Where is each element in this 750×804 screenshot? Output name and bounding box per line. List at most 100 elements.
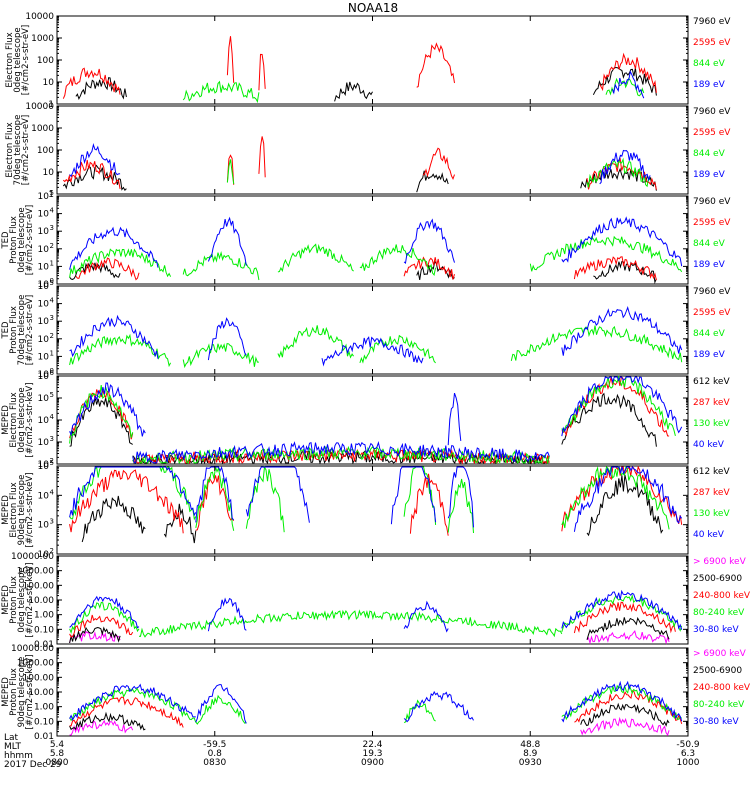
y-tick-label: 10 — [38, 521, 50, 531]
series-blue — [69, 382, 146, 437]
y-tick-label: 1000.00 — [17, 567, 54, 577]
legend-label: 80-240 keV — [693, 608, 745, 618]
legend-label: 7960 eV — [693, 17, 731, 27]
y-axis-label: [#/cm2-s-str-eV] — [21, 25, 31, 95]
y-tick-exponent: 4 — [50, 207, 55, 215]
series-black — [75, 77, 127, 100]
series-green — [69, 465, 197, 521]
legend-label: 130 keV — [693, 509, 730, 519]
series-black — [580, 702, 670, 727]
legend-label: 844 eV — [693, 149, 726, 159]
series-green — [561, 683, 683, 721]
x-tick-hhmm: 0900 — [361, 758, 384, 768]
y-axis-label: 0deg telescope — [13, 27, 23, 92]
x-tick-mlt: 6.3 — [681, 749, 695, 759]
y-tick-exponent: 5 — [50, 189, 54, 197]
series-black — [62, 164, 127, 192]
y-axis-label: [#/cm2-s-str-eV] — [25, 205, 35, 275]
series-blue — [69, 466, 197, 518]
series-blue — [245, 466, 310, 523]
y-tick-label: 10000.00 — [11, 552, 54, 562]
y-tick-label: 10.00 — [28, 596, 54, 606]
series-black — [586, 616, 670, 640]
y-tick-exponent: 2 — [50, 332, 54, 340]
series-black — [69, 711, 146, 731]
x-tick-lat: 5.4 — [50, 740, 65, 750]
y-tick-exponent: 2 — [50, 457, 54, 465]
y-tick-label: 10 — [38, 227, 50, 237]
series-green — [561, 594, 683, 632]
series-magenta — [580, 716, 670, 737]
y-axis-label: Proton Flux — [9, 576, 19, 624]
legend-label: 7960 eV — [693, 287, 731, 297]
y-axis-label: 70deg telescope — [17, 295, 27, 366]
legend-label: 189 eV — [693, 170, 726, 180]
x-tick-hhmm: 0930 — [519, 758, 542, 768]
series-blue — [195, 684, 247, 724]
y-tick-exponent: 5 — [50, 459, 54, 467]
x-tick-mlt: 0.8 — [208, 749, 223, 759]
y-axis-label: MEPED — [1, 495, 11, 525]
series-black — [592, 66, 657, 96]
series-green — [277, 243, 354, 273]
series-green — [561, 465, 670, 530]
legend-label: 844 eV — [693, 239, 726, 249]
y-axis-label: Proton Flux — [9, 306, 19, 354]
series-red — [561, 376, 670, 437]
y-axis-label: TED — [1, 321, 11, 340]
series-green — [69, 687, 197, 723]
series-blue — [69, 595, 140, 629]
series-green — [138, 609, 563, 638]
y-axis-label: TED — [1, 231, 11, 250]
y-axis-label: [#/cm2-s-str-eV] — [25, 295, 35, 365]
legend-label: > 6900 keV — [693, 649, 747, 659]
y-tick-label: 10 — [38, 317, 50, 327]
y-axis-label: [#/cm2-s-str-keV] — [25, 473, 35, 548]
panel-frame — [56, 375, 689, 465]
series-red — [599, 52, 657, 93]
series-blue — [207, 216, 247, 266]
series-red — [422, 147, 455, 181]
y-axis-label: MEPED — [1, 405, 11, 435]
y-axis-label: Electron Flux — [5, 122, 15, 177]
y-tick-label: 10 — [38, 491, 50, 501]
legend-label: 612 keV — [693, 467, 730, 477]
series-blue — [321, 336, 424, 367]
y-tick-label: 1000 — [31, 34, 54, 44]
series-blue — [403, 600, 449, 633]
series-green — [277, 325, 355, 359]
series-red — [586, 157, 657, 190]
footer-row-label: Lat — [4, 733, 19, 743]
legend-label: 287 keV — [693, 488, 730, 498]
y-axis-label: 0deg telescope — [17, 567, 27, 632]
y-tick-exponent: 3 — [50, 435, 54, 443]
legend-label: 189 eV — [693, 350, 726, 360]
series-green — [195, 466, 235, 531]
y-tick-label: 100 — [37, 146, 54, 156]
panel-frame — [56, 15, 689, 105]
legend-label: 7960 eV — [693, 197, 731, 207]
y-tick-label: 10 — [38, 245, 50, 255]
y-tick-label: 0.01 — [34, 640, 54, 650]
y-axis-label: MEPED — [1, 585, 11, 615]
y-tick-label: 10 — [43, 78, 55, 88]
legend-label: 2595 eV — [693, 38, 731, 48]
series-black — [593, 260, 657, 285]
series-green — [447, 478, 474, 534]
y-tick-label: 10 — [38, 280, 50, 290]
y-tick-exponent: 4 — [50, 413, 55, 421]
y-tick-label: 1000.00 — [17, 659, 54, 669]
legend-label: 2595 eV — [693, 308, 731, 318]
legend-label: 2595 eV — [693, 128, 731, 138]
series-black — [416, 260, 455, 281]
series-blue — [69, 683, 196, 721]
y-axis-label: 70deg telescope — [13, 115, 23, 186]
legend-label: 612 keV — [693, 377, 730, 387]
legend-label: 40 keV — [693, 530, 725, 540]
series-blue — [573, 465, 683, 532]
footer-row-label: 2017 Dec 29 — [4, 760, 62, 770]
legend-label: 240-800 keV — [693, 683, 750, 693]
series-green — [359, 244, 437, 276]
legend-label: 240-800 keV — [693, 591, 750, 601]
